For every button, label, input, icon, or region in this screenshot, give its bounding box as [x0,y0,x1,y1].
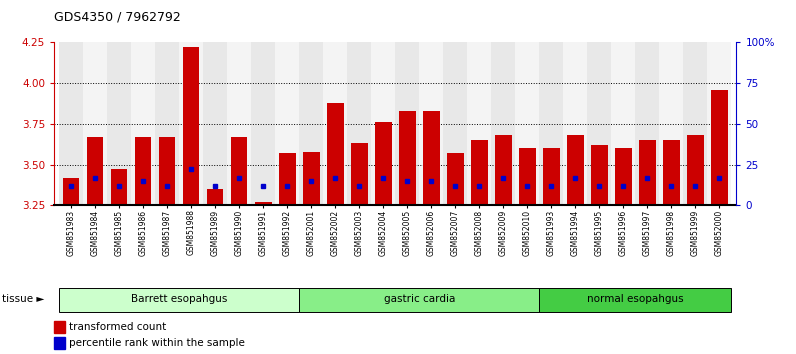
Bar [543,148,560,205]
Bar [255,202,271,205]
Bar [684,42,708,205]
Text: GDS4350 / 7962792: GDS4350 / 7962792 [54,11,181,24]
Bar [227,42,251,205]
Text: tissue ►: tissue ► [2,294,44,304]
Bar [182,47,200,205]
Bar [467,42,491,205]
Bar [54,337,65,349]
Bar [471,140,488,205]
Bar [323,42,347,205]
Bar [299,42,323,205]
Bar [371,42,396,205]
Bar [419,42,443,205]
Bar [567,135,583,205]
Bar [179,42,203,205]
Bar [635,42,659,205]
Text: gastric cardia: gastric cardia [384,295,455,304]
Bar [708,42,732,205]
Bar [447,153,464,205]
Bar [540,42,564,205]
Bar [63,178,80,205]
FancyBboxPatch shape [540,288,732,312]
Bar [158,137,175,205]
Bar [231,137,248,205]
Bar [203,42,227,205]
FancyBboxPatch shape [299,288,540,312]
Bar [423,111,439,205]
Bar [396,42,419,205]
Bar [251,42,275,205]
Bar [351,143,368,205]
Bar [155,42,179,205]
Text: normal esopahgus: normal esopahgus [587,295,684,304]
Bar [687,135,704,205]
Bar [587,42,611,205]
Bar [711,90,728,205]
Bar [491,42,515,205]
Bar [275,42,299,205]
Text: percentile rank within the sample: percentile rank within the sample [69,338,245,348]
Bar [495,135,512,205]
Bar [131,42,155,205]
Bar [111,170,127,205]
Bar [611,42,635,205]
Bar [59,42,83,205]
Bar [347,42,371,205]
Bar [591,145,608,205]
Bar [663,140,680,205]
Bar [54,321,65,333]
Bar [519,148,536,205]
Bar [564,42,587,205]
Text: Barrett esopahgus: Barrett esopahgus [131,295,227,304]
Bar [659,42,684,205]
Bar [107,42,131,205]
FancyBboxPatch shape [59,288,299,312]
Bar [615,148,632,205]
Bar [443,42,467,205]
Bar [375,122,392,205]
Bar [279,153,295,205]
Bar [207,189,224,205]
Text: transformed count: transformed count [69,322,166,332]
Bar [639,140,656,205]
Bar [515,42,540,205]
Bar [135,137,151,205]
Bar [399,111,416,205]
Bar [87,137,103,205]
Bar [326,103,344,205]
Bar [302,152,319,205]
Bar [83,42,107,205]
